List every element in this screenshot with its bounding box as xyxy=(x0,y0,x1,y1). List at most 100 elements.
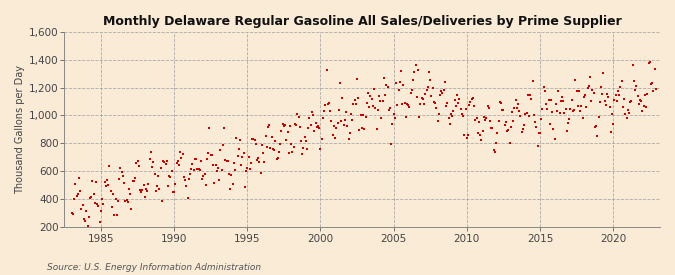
Point xyxy=(331,125,342,130)
Point xyxy=(333,108,344,112)
Point xyxy=(232,154,243,158)
Point xyxy=(491,141,502,146)
Point xyxy=(317,116,328,120)
Point xyxy=(429,100,439,104)
Point xyxy=(515,114,526,119)
Point xyxy=(437,90,448,95)
Point xyxy=(446,112,456,116)
Point xyxy=(365,94,376,99)
Point xyxy=(454,97,465,101)
Point xyxy=(641,105,651,109)
Point xyxy=(193,167,204,172)
Point xyxy=(96,208,107,213)
Point xyxy=(529,113,539,117)
Point xyxy=(89,201,100,206)
Point xyxy=(648,89,659,94)
Point xyxy=(572,104,583,109)
Point xyxy=(634,98,645,103)
Point xyxy=(379,76,389,81)
Point xyxy=(549,137,560,141)
Point xyxy=(474,120,485,124)
Point xyxy=(423,85,433,89)
Point xyxy=(558,99,568,104)
Point xyxy=(599,98,610,103)
Point xyxy=(553,89,564,93)
Point xyxy=(259,160,270,164)
Point xyxy=(292,112,302,116)
Point xyxy=(618,105,628,109)
Point xyxy=(222,159,233,163)
Point xyxy=(645,82,656,87)
Point xyxy=(359,127,370,131)
Point xyxy=(209,181,220,185)
Point xyxy=(588,90,599,95)
Point xyxy=(134,188,145,192)
Point xyxy=(414,115,425,119)
Point xyxy=(560,107,571,111)
Point xyxy=(510,98,521,102)
Point xyxy=(308,112,319,117)
Point xyxy=(148,159,159,164)
Point xyxy=(585,74,595,79)
Point xyxy=(592,134,603,138)
Point xyxy=(167,189,178,194)
Point xyxy=(556,99,566,103)
Point xyxy=(438,88,449,93)
Point xyxy=(589,125,600,129)
Point xyxy=(130,176,140,180)
Point xyxy=(355,113,366,118)
Point xyxy=(346,112,356,116)
Point xyxy=(587,87,598,92)
Point xyxy=(267,147,278,152)
Point xyxy=(110,197,121,201)
Point xyxy=(285,123,296,128)
Point xyxy=(276,129,287,133)
Point xyxy=(261,144,272,149)
Point xyxy=(184,177,194,181)
Point xyxy=(246,160,256,165)
Point xyxy=(416,96,427,100)
Point xyxy=(353,96,364,100)
Point xyxy=(163,184,173,189)
Point xyxy=(223,172,234,176)
Point xyxy=(535,131,545,135)
Point xyxy=(643,61,654,65)
Point xyxy=(349,98,360,102)
Point xyxy=(323,101,334,105)
Point xyxy=(418,101,429,106)
Point xyxy=(320,103,331,107)
Point xyxy=(104,164,115,168)
Point xyxy=(604,105,615,109)
Point xyxy=(234,147,244,152)
Point xyxy=(500,123,510,127)
Point xyxy=(639,103,649,108)
Point xyxy=(554,111,565,115)
Point xyxy=(252,158,263,163)
Point xyxy=(456,106,466,111)
Point xyxy=(381,83,392,88)
Point xyxy=(574,89,585,93)
Point xyxy=(169,190,180,194)
Point xyxy=(71,194,82,198)
Point xyxy=(616,79,627,84)
Point xyxy=(482,103,493,108)
Point xyxy=(580,92,591,97)
Point xyxy=(72,192,83,196)
Point xyxy=(279,123,290,128)
Point xyxy=(498,108,509,113)
Point xyxy=(184,172,195,176)
Point xyxy=(601,103,612,108)
Point xyxy=(360,115,371,119)
Point xyxy=(514,109,524,113)
Point xyxy=(161,159,172,164)
Point xyxy=(367,97,377,101)
Point xyxy=(636,98,647,103)
Point xyxy=(294,125,305,130)
Point xyxy=(80,218,90,223)
Point xyxy=(547,109,558,114)
Point xyxy=(266,135,277,140)
Point xyxy=(536,116,547,121)
Point xyxy=(605,130,616,134)
Point xyxy=(402,102,412,106)
Point xyxy=(102,178,113,183)
